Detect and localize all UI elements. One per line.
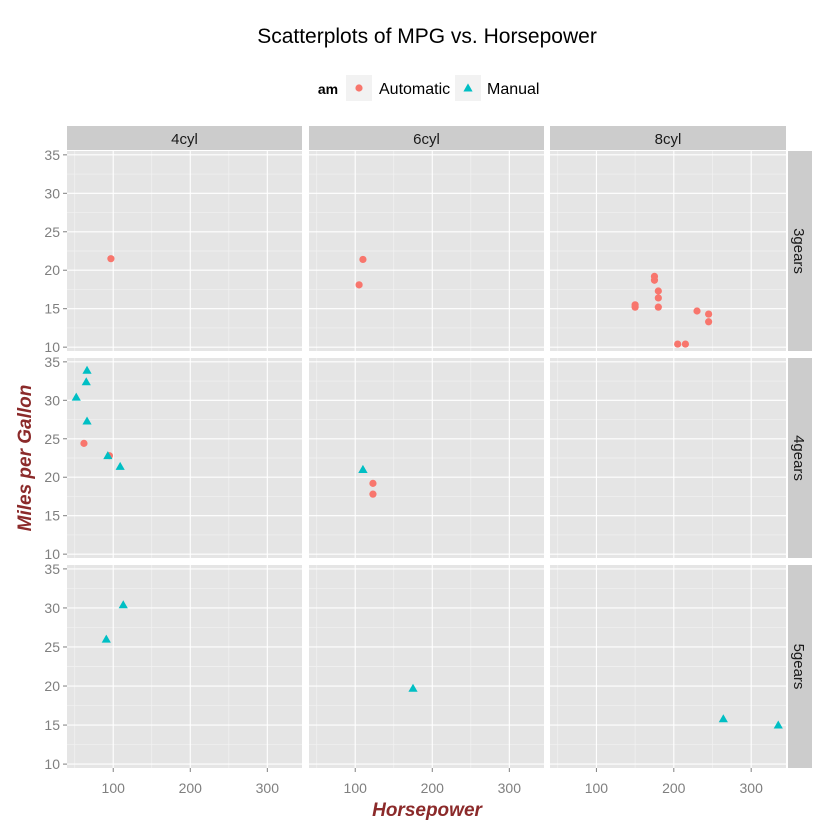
y-tick-label: 20 <box>44 262 60 278</box>
y-tick-label: 20 <box>44 678 60 694</box>
strip-label-4gears: 4gears <box>790 435 807 481</box>
data-point-automatic <box>631 303 639 311</box>
data-point-manual <box>408 683 418 692</box>
panel-4cyl-3gears <box>67 151 302 351</box>
strip-4gears <box>788 358 812 558</box>
data-point-automatic <box>654 294 662 302</box>
y-tick-label: 10 <box>44 339 60 355</box>
data-point-automatic <box>107 255 115 263</box>
panel-6cyl-3gears <box>309 151 544 351</box>
y-tick-label: 30 <box>44 600 60 616</box>
legend: am Automatic Manual <box>318 75 539 101</box>
data-point-manual <box>101 634 111 643</box>
legend-label: Automatic <box>379 81 450 98</box>
strip-3gears <box>788 151 812 351</box>
legend-key-marker <box>355 84 363 92</box>
y-tick-label: 15 <box>44 717 60 733</box>
data-point-automatic <box>355 281 363 289</box>
y-tick-label: 10 <box>44 546 60 562</box>
y-tick-label: 25 <box>44 639 60 655</box>
strip-8cyl <box>550 126 786 150</box>
data-point-automatic <box>369 479 377 487</box>
legend-entry-automatic: Automatic <box>346 75 450 101</box>
data-point-manual <box>773 720 783 729</box>
x-tick-label: 100 <box>344 780 368 796</box>
y-tick-label: 35 <box>44 561 60 577</box>
data-point-automatic <box>681 340 690 348</box>
y-tick-label: 30 <box>44 185 60 201</box>
y-tick-label: 35 <box>44 147 60 163</box>
strip-label-8cyl: 8cyl <box>655 131 682 148</box>
strip-label-6cyl: 6cyl <box>413 131 440 148</box>
legend-entries: Automatic Manual <box>346 75 539 101</box>
data-point-manual <box>118 600 128 609</box>
panel-4cyl-5gears <box>67 565 302 768</box>
x-tick-label: 100 <box>102 780 126 796</box>
legend-title: am <box>318 81 338 97</box>
panel-6cyl-5gears <box>309 565 544 768</box>
strip-label-4cyl: 4cyl <box>171 131 198 148</box>
series-automatic <box>80 255 713 498</box>
panel-4cyl-4gears <box>67 358 302 558</box>
panel-8cyl-3gears <box>550 151 786 351</box>
strip-4cyl <box>67 126 302 150</box>
panels <box>67 151 786 768</box>
data-point-manual <box>82 416 92 425</box>
y-tick-label: 25 <box>44 431 60 447</box>
y-tick-label: 10 <box>44 756 60 772</box>
data-point-automatic <box>654 287 662 295</box>
data-point-automatic <box>693 307 701 315</box>
y-axis-title: Miles per Gallon <box>15 385 36 532</box>
x-tick-label: 200 <box>662 780 686 796</box>
x-tick-label: 100 <box>585 780 609 796</box>
x-tick-label: 200 <box>179 780 203 796</box>
x-axis-title: Horsepower <box>372 800 483 821</box>
x-tick-label: 200 <box>421 780 445 796</box>
data-point-manual <box>115 461 125 470</box>
data-point-manual <box>103 451 113 460</box>
data-point-automatic <box>705 318 713 326</box>
panel-8cyl-4gears <box>550 358 786 558</box>
chart-title: Scatterplots of MPG vs. Horsepower <box>257 25 597 48</box>
data-point-automatic <box>650 272 659 280</box>
strip-label-5gears: 5gears <box>790 644 807 690</box>
x-tick-label: 300 <box>740 780 764 796</box>
legend-entry-manual: Manual <box>455 75 539 101</box>
data-point-automatic <box>80 439 88 447</box>
series-manual <box>71 365 783 729</box>
data-point-manual <box>81 377 91 386</box>
x-tick-label: 300 <box>256 780 280 796</box>
data-point-automatic <box>654 303 662 311</box>
data-point-automatic <box>705 310 713 318</box>
data-point-automatic <box>359 255 367 264</box>
x-tick-label: 300 <box>498 780 522 796</box>
y-tick-label: 15 <box>44 508 60 524</box>
strip-6cyl <box>309 126 544 150</box>
strip-5gears <box>788 565 812 768</box>
data-point-manual <box>82 365 92 374</box>
strips: 4cyl 6cyl 8cyl 3gears 4gears 5gears <box>67 126 812 768</box>
data-point-manual <box>358 464 368 473</box>
data-points <box>71 255 783 729</box>
data-point-automatic <box>674 340 682 348</box>
data-point-manual <box>718 714 728 723</box>
data-point-manual <box>71 392 81 401</box>
y-tick-label: 20 <box>44 469 60 485</box>
y-tick-label: 30 <box>44 392 60 408</box>
y-tick-label: 15 <box>44 301 60 317</box>
legend-key-marker <box>463 83 473 92</box>
panel-6cyl-4gears <box>309 358 544 558</box>
legend-label: Manual <box>487 81 539 98</box>
y-tick-label: 35 <box>44 354 60 370</box>
panel-8cyl-5gears <box>550 565 786 768</box>
strip-label-3gears: 3gears <box>790 228 807 274</box>
y-tick-label: 25 <box>44 224 60 240</box>
data-point-automatic <box>369 490 377 498</box>
